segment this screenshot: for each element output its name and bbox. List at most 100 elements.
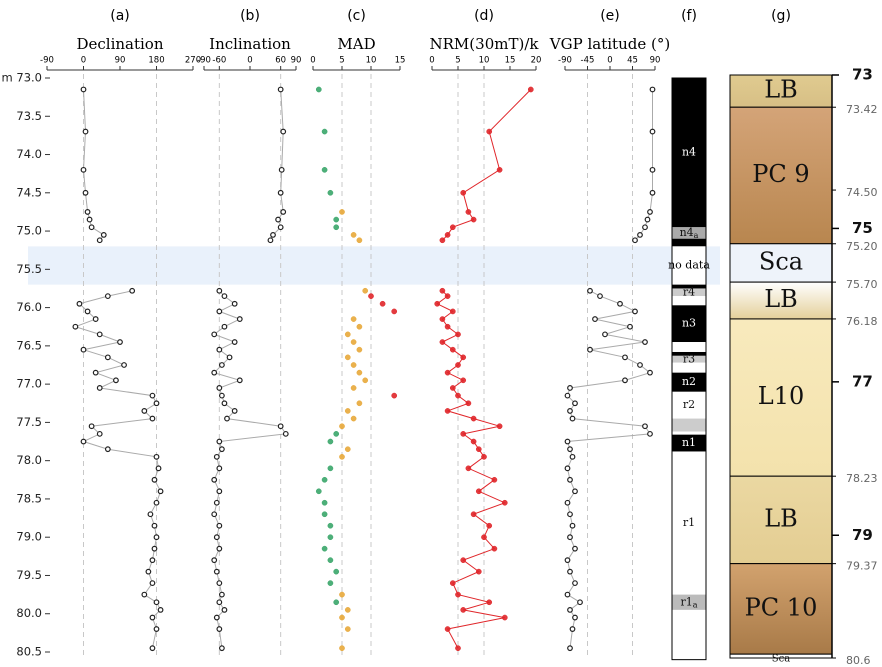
- data-point: [232, 340, 237, 345]
- x-tick-label: 0: [247, 56, 252, 66]
- polarity-label-sub: a: [693, 600, 698, 609]
- data-point: [623, 355, 628, 360]
- depth-tick-label: 79.0: [16, 530, 42, 544]
- data-point: [220, 646, 225, 651]
- data-point: [212, 558, 217, 563]
- x-tick-label: 45: [627, 56, 638, 66]
- data-point: [222, 324, 227, 329]
- data-point: [487, 523, 492, 528]
- data-point: [142, 592, 147, 597]
- data-point: [158, 489, 163, 494]
- data-point: [150, 615, 155, 620]
- polarity-label: r2: [683, 398, 695, 411]
- data-point: [345, 332, 350, 337]
- data-point: [158, 608, 163, 613]
- data-point: [578, 600, 583, 605]
- data-point: [77, 301, 82, 306]
- data-point: [328, 581, 333, 586]
- panel-title: Declination: [76, 35, 163, 53]
- lithology-label: L10: [758, 382, 804, 410]
- data-point: [455, 646, 460, 651]
- x-tick-label: 10: [366, 56, 377, 66]
- profile-line: [568, 90, 653, 649]
- data-point: [279, 168, 284, 173]
- data-point: [339, 209, 344, 214]
- data-point: [357, 401, 362, 406]
- data-point: [450, 581, 455, 586]
- data-point: [225, 416, 230, 421]
- data-point: [497, 424, 502, 429]
- data-point: [598, 294, 603, 299]
- data-point: [648, 432, 653, 437]
- data-point: [146, 569, 151, 574]
- panel-letter: (g): [771, 8, 791, 24]
- polarity-label-text: r1: [683, 516, 695, 529]
- data-point: [435, 301, 440, 306]
- x-tick-label: 10: [479, 56, 490, 66]
- data-point: [214, 535, 219, 540]
- data-point: [471, 217, 476, 222]
- data-point: [573, 489, 578, 494]
- data-point: [93, 317, 98, 322]
- data-point: [217, 546, 222, 551]
- data-point: [357, 370, 362, 375]
- x-tick-label: 15: [395, 56, 406, 66]
- data-point: [628, 324, 633, 329]
- x-tick-label: 90: [650, 56, 661, 66]
- data-point: [445, 408, 450, 413]
- data-point: [217, 523, 222, 528]
- polarity-zone: [672, 239, 706, 247]
- polarity-zone: [672, 419, 706, 432]
- data-point: [455, 393, 460, 398]
- data-point: [568, 608, 573, 613]
- data-point: [455, 592, 460, 597]
- depth-tick-label: 80.5: [16, 645, 42, 659]
- data-point: [650, 87, 655, 92]
- data-point: [345, 408, 350, 413]
- data-point: [471, 416, 476, 421]
- x-tick-label: 0: [310, 56, 315, 66]
- data-point: [316, 489, 321, 494]
- lithology-label: PC 10: [745, 593, 818, 621]
- lithology-label: LB: [764, 285, 798, 313]
- data-point: [97, 386, 102, 391]
- x-tick-label: 20: [531, 56, 542, 66]
- depth-tick-label: 79.5: [16, 568, 42, 582]
- boundary-tick-label: 79.37: [846, 560, 878, 573]
- data-point: [357, 347, 362, 352]
- data-point: [217, 386, 222, 391]
- data-point: [268, 238, 273, 243]
- data-point: [450, 385, 455, 390]
- data-point: [101, 233, 106, 238]
- data-point: [392, 393, 397, 398]
- panel-title: Inclination: [209, 35, 291, 53]
- data-point: [237, 317, 242, 322]
- data-point: [150, 393, 155, 398]
- data-point: [351, 416, 356, 421]
- polarity-label: r1: [683, 516, 695, 529]
- data-point: [476, 569, 481, 574]
- data-point: [93, 370, 98, 375]
- data-point: [328, 535, 333, 540]
- data-point: [497, 167, 502, 172]
- x-tick-label: 0: [607, 56, 612, 66]
- depth-tick-label: 76.5: [16, 338, 42, 352]
- data-point: [142, 409, 147, 414]
- x-tick-label: 90: [291, 56, 302, 66]
- lithology-label: Sca: [759, 247, 803, 275]
- data-point: [212, 512, 217, 517]
- data-point: [445, 324, 450, 329]
- depth-tick-label: 78.5: [16, 491, 42, 505]
- data-point: [106, 294, 111, 299]
- data-point: [154, 535, 159, 540]
- data-point: [450, 309, 455, 314]
- boundary-tick-label: 75.20: [846, 240, 878, 253]
- data-point: [97, 238, 102, 243]
- polarity-zone: [672, 342, 706, 352]
- data-point: [445, 370, 450, 375]
- data-point: [461, 378, 466, 383]
- data-point: [89, 225, 94, 230]
- boundary-tick-label: 76.18: [846, 315, 878, 328]
- data-point: [440, 238, 445, 243]
- data-point: [570, 416, 575, 421]
